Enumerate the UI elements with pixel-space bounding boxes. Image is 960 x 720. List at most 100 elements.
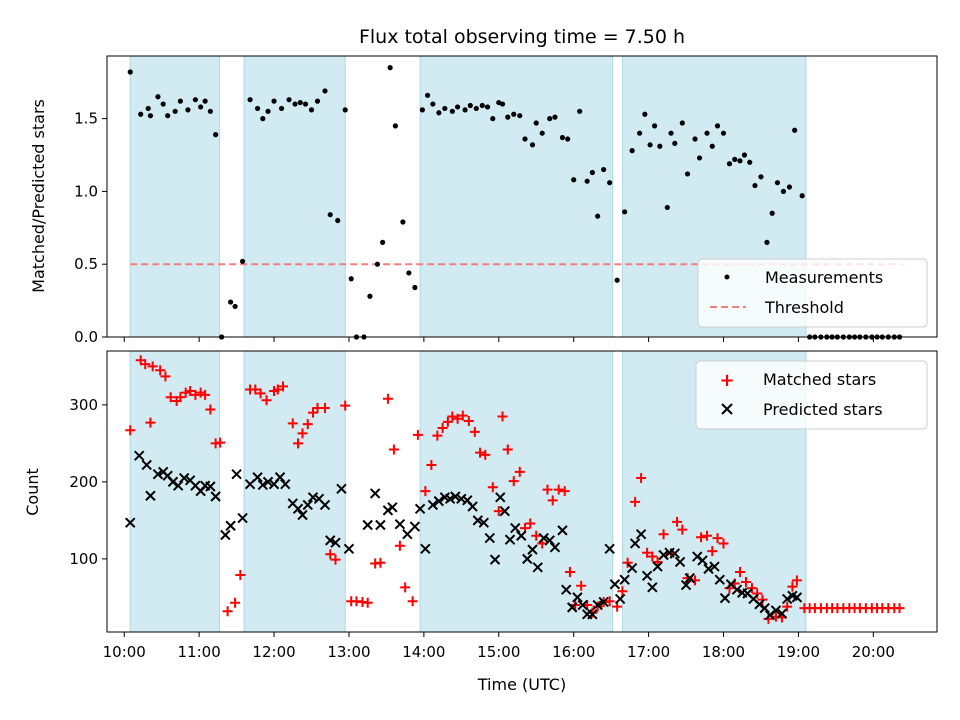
measurement-point	[726, 161, 733, 167]
predicted-star-point	[178, 472, 190, 484]
predicted-star-point	[504, 534, 516, 545]
predicted-star-point	[532, 562, 543, 573]
predicted-star-point	[343, 543, 355, 555]
measurement-point	[254, 105, 261, 112]
measurement-point	[374, 261, 381, 267]
measurement-point	[165, 113, 171, 119]
measurement-point	[232, 303, 238, 310]
measurement-point	[747, 159, 753, 165]
predicted-star-point	[684, 572, 696, 584]
x-tick-label: 17:00	[627, 643, 670, 661]
matched-star-point	[195, 387, 206, 398]
chart-title: Flux total observing time = 7.50 h	[359, 26, 685, 48]
predicted-star-point	[626, 562, 638, 574]
matched-star-point	[642, 547, 653, 558]
predicted-star-point	[467, 501, 478, 512]
predicted-star-point	[362, 519, 373, 531]
legend-measurements-label: Measurements	[765, 268, 883, 287]
matched-star-point	[493, 506, 504, 517]
matched-star-point	[746, 583, 757, 594]
predicted-star-point	[669, 548, 681, 559]
predicted-star-point	[510, 522, 521, 534]
matched-star-point	[604, 596, 615, 607]
predicted-star-point	[714, 574, 725, 585]
matched-star-point	[553, 484, 564, 495]
predicted-star-point	[527, 544, 538, 555]
matched-star-point	[782, 601, 793, 612]
predicted-star-point	[205, 481, 216, 492]
measurement-point	[505, 114, 511, 120]
predicted-star-point	[225, 520, 236, 531]
measurement-point	[577, 108, 583, 114]
predicted-star-point	[776, 608, 788, 619]
predicted-star-point	[791, 592, 803, 603]
predicted-star-point	[619, 574, 630, 585]
measurement-point	[539, 130, 545, 136]
matched-star-point	[712, 533, 723, 544]
measurement-point	[704, 130, 710, 136]
measurement-point	[614, 277, 620, 283]
measurement-point	[511, 111, 517, 117]
matched-star-point	[394, 540, 405, 551]
legend-matched-label: Matched stars	[763, 370, 876, 389]
measurement-point	[692, 136, 698, 142]
matched-star-point	[205, 404, 216, 415]
predicted-star-point	[387, 502, 398, 513]
matched-star-point	[702, 530, 713, 541]
predicted-star-point	[330, 537, 341, 548]
measurement-point	[228, 299, 234, 305]
matched-star-point	[308, 407, 319, 418]
measurement-point	[741, 152, 748, 158]
measurement-point	[160, 101, 166, 107]
measurement-point	[668, 130, 674, 136]
measurement-point	[342, 107, 348, 113]
x-tick-label: 14:00	[402, 643, 445, 661]
measurement-point	[348, 276, 354, 282]
matched-star-point	[330, 554, 341, 565]
measurement-point	[769, 210, 775, 216]
x-tick-label: 16:00	[552, 643, 595, 661]
measurement-point	[642, 111, 648, 117]
measurement-point	[177, 98, 184, 104]
measurement-point	[720, 130, 727, 136]
predicted-star-point	[427, 499, 439, 511]
measurement-point	[764, 239, 770, 245]
predicted-star-point	[629, 538, 641, 549]
matched-star-point	[155, 365, 166, 376]
predicted-star-point	[495, 492, 506, 503]
y-tick-label: 1.0	[74, 182, 98, 200]
matched-star-point	[375, 557, 386, 568]
measurement-point	[138, 111, 144, 117]
matched-star-point	[147, 361, 158, 372]
predicted-star-point	[709, 561, 720, 572]
legend-predicted-label: Predicted stars	[763, 400, 883, 419]
matched-star-point	[469, 426, 480, 437]
measurement-point	[637, 130, 643, 136]
measurement-point	[387, 65, 393, 71]
matched-star-point	[542, 484, 553, 495]
x-tick-label: 20:00	[852, 643, 895, 661]
predicted-star-point	[274, 472, 286, 483]
measurement-point	[406, 270, 412, 276]
predicted-star-point	[382, 505, 394, 516]
measurement-point	[192, 97, 198, 103]
predicted-star-point	[770, 605, 782, 616]
matched-star-point	[508, 476, 519, 487]
predicted-star-point	[292, 503, 304, 515]
matched-star-point	[647, 551, 658, 562]
measurement-point	[601, 166, 607, 173]
measurement-point	[684, 171, 691, 177]
measurement-point	[565, 136, 571, 142]
predicted-star-point	[560, 584, 572, 595]
x-tick-label: 12:00	[252, 643, 295, 661]
measurement-point	[265, 108, 271, 114]
bottom-legend: + Matched stars Predicted stars	[695, 360, 928, 430]
matched-star-point	[255, 388, 266, 399]
observing-interval	[419, 55, 614, 338]
predicted-star-point	[152, 468, 164, 480]
measurement-point	[629, 148, 635, 154]
matched-star-point	[261, 395, 272, 406]
predicted-star-point	[484, 532, 495, 544]
measurement-point	[400, 219, 406, 225]
matched-star-point	[278, 381, 289, 392]
